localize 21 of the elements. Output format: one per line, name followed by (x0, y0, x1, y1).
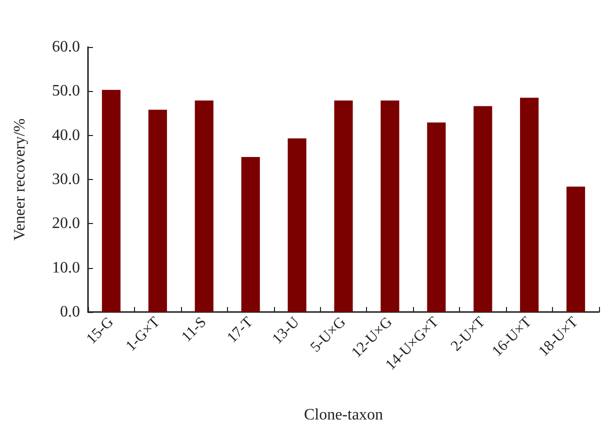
y-tick-label: 10.0 (52, 259, 80, 276)
y-tick-label: 50.0 (52, 82, 80, 100)
bar (288, 138, 306, 312)
x-axis-title: Clone-taxon (304, 406, 384, 424)
bar (474, 106, 492, 312)
bar (520, 98, 539, 312)
x-tick-label: 11-S (178, 314, 210, 346)
y-tick-label: 60.0 (52, 38, 80, 56)
bar (241, 156, 260, 312)
bar (194, 100, 214, 312)
bar (334, 100, 353, 312)
bar (566, 186, 586, 312)
y-tick-label: 0.0 (60, 304, 80, 320)
bar (380, 100, 400, 312)
bar (427, 122, 446, 312)
y-tick-label: 30.0 (52, 171, 80, 188)
bar (102, 90, 121, 312)
y-axis-title: Veneer recovery/% (12, 118, 28, 241)
y-tick-label: 40.0 (52, 126, 80, 144)
bar (148, 110, 167, 312)
y-tick-label: 20.0 (52, 215, 80, 232)
